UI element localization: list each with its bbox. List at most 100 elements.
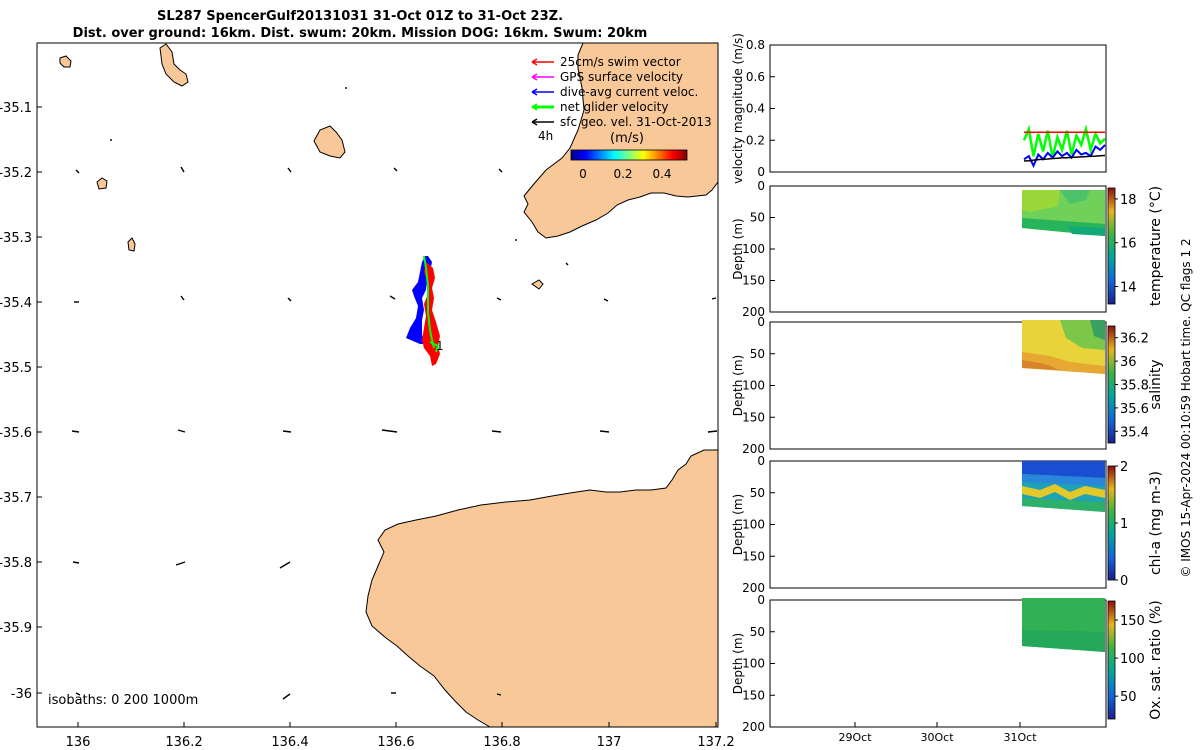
oxygen-heatmap	[1022, 598, 1105, 652]
sfc-geo-velocity-arrows	[71, 87, 718, 700]
net-glider-end-segment	[429, 341, 440, 353]
panel-ytick-label: 0.6	[746, 70, 765, 84]
colorbar-tick-label: 1	[1120, 517, 1128, 532]
panel-ytick-label: 0.4	[746, 102, 765, 116]
sfc-vel-arrow	[381, 429, 398, 433]
sfc-vel-arrow	[177, 429, 186, 433]
panel-ylabel: Depth (m)	[731, 633, 745, 694]
panel-ytick-label: 50	[750, 625, 765, 639]
sfc-vel-arrow	[75, 169, 80, 174]
lat-tick-label: -35.1	[0, 101, 32, 116]
legend-arrowhead	[531, 73, 538, 81]
lon-tick-label: 136.4	[271, 735, 308, 750]
lat-tick-label: -36	[11, 687, 32, 702]
velocity-series	[1022, 124, 1106, 169]
land-islet-east	[531, 279, 544, 290]
salinity-heatmap	[1022, 320, 1105, 374]
land-south-island	[365, 449, 718, 727]
sfc-vel-arrow	[287, 297, 292, 302]
lon-tick-label: 136.2	[165, 735, 202, 750]
lon-tick-label: 136	[66, 735, 91, 750]
land-islet-west	[96, 177, 108, 190]
colorbar-label: temperature (°C)	[1148, 186, 1164, 306]
sfc-vel-arrow	[71, 430, 80, 433]
colorbar-tick: 0.2	[613, 167, 632, 181]
colorbar-label: chl-a (mg m-3)	[1148, 471, 1164, 575]
panel-ytick-label: 200	[742, 720, 765, 734]
lon-tick-label: 137.2	[697, 735, 734, 750]
colorbar-tick-label: 50	[1120, 690, 1137, 705]
sfc-vel-arrow	[282, 430, 292, 433]
legend-label: 25cm/s swim vector	[560, 55, 681, 69]
chart-title: SL287 SpencerGulf20131031 31-Oct 01Z to …	[156, 9, 564, 24]
sfc-vel-arrow	[279, 561, 291, 569]
panel-ytick-label: 0	[757, 593, 765, 607]
velocity-line	[1024, 154, 1106, 162]
chlorophyll-colorbar	[1107, 465, 1116, 581]
sfc-vel-arrow	[180, 166, 185, 173]
sfc-vel-arrow	[282, 693, 291, 700]
sfc-vel-arrow	[393, 167, 398, 172]
lat-tick-label: -35.2	[0, 166, 32, 181]
colorbar-interval-label: 4h	[538, 129, 553, 143]
panel-ytick-label: 100	[742, 379, 765, 393]
colorbar-label: salinity	[1148, 359, 1164, 409]
colorbar-tick-label: 35.8	[1120, 379, 1149, 394]
lat-tick-label: -35.5	[0, 361, 32, 376]
colorbar-tick-label: 36.2	[1120, 332, 1149, 347]
legend-arrowhead	[531, 88, 538, 96]
panel-ytick-label: 0.8	[746, 38, 765, 52]
sfc-vel-arrow	[565, 262, 569, 266]
sfc-vel-arrow	[287, 167, 292, 173]
legend-label: GPS surface velocity	[560, 70, 683, 84]
panel-ytick-label: 50	[750, 347, 765, 361]
panel-ylabel: Depth (m)	[731, 355, 745, 416]
sfc-vel-arrow	[496, 693, 502, 696]
panel-ylabel: Depth (m)	[731, 218, 745, 279]
swim-vectors	[422, 262, 440, 366]
panel-ytick-label: 0.2	[746, 133, 765, 147]
time-axis: 29Oct 30Oct 31Oct	[838, 722, 1037, 744]
legend-arrowhead	[531, 103, 538, 111]
temperature-colorbar	[1107, 187, 1116, 305]
panel-ytick-label: 150	[742, 274, 765, 288]
colorbar-tick-label: 0	[1120, 574, 1128, 589]
sfc-vel-arrow	[175, 561, 186, 566]
lat-tick-label: -35.3	[0, 231, 32, 246]
sfc-vel-arrow	[75, 692, 81, 696]
land-islet-sw	[127, 237, 136, 252]
panel-ytick-label: 150	[742, 688, 765, 702]
imos-credit: © IMOS 15-Apr-2024 00:10:59 Hobart time.…	[1179, 238, 1193, 578]
colorbar-label: Ox. sat. ratio (%)	[1148, 600, 1164, 719]
panel-ytick-label: 200	[742, 305, 765, 319]
salinity-colorbar	[1107, 325, 1116, 444]
sfc-vel-arrow	[711, 297, 717, 300]
glider-track	[406, 255, 440, 366]
colorbar-tick-label: 18	[1120, 193, 1137, 208]
lon-tick-label: 136.8	[483, 735, 520, 750]
sfc-vel-arrow	[498, 168, 503, 173]
sfc-vel-arrow	[707, 430, 718, 433]
land-islet-nw	[59, 55, 72, 68]
panel-ytick-label: 50	[750, 211, 765, 225]
panel-ytick-label: 0	[757, 454, 765, 468]
panel-ylabel: Depth (m)	[731, 494, 745, 555]
map-colorbar	[570, 149, 688, 161]
net-glider-velocity	[423, 255, 435, 349]
time-tick-label: 29Oct	[838, 731, 872, 744]
chlorophyll-heatmap	[1022, 461, 1105, 512]
colorbar-unit: (m/s)	[610, 131, 644, 146]
legend-arrowhead	[531, 118, 538, 126]
sfc-vel-arrow	[180, 295, 185, 301]
marker-label: 1	[436, 339, 444, 353]
sfc-vel-arrow	[72, 561, 80, 564]
panel-ytick-label: 0	[757, 165, 765, 179]
land-islet-north	[159, 43, 189, 87]
panel-ytick-label: 150	[742, 549, 765, 563]
panel-ytick-label: 100	[742, 242, 765, 256]
sfc-vel-arrow	[491, 430, 502, 433]
colorbar-tick-label: 16	[1120, 237, 1137, 252]
